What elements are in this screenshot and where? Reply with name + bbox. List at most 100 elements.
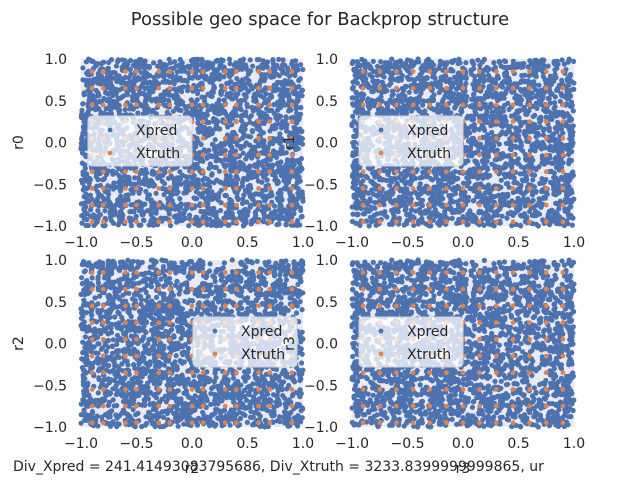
xpred-point bbox=[285, 179, 291, 185]
xtruth-point bbox=[100, 219, 106, 225]
xpred-point bbox=[417, 181, 423, 187]
xpred-point bbox=[216, 168, 222, 174]
xpred-point bbox=[420, 75, 426, 81]
xpred-point bbox=[165, 196, 171, 203]
xtruth-point bbox=[189, 202, 195, 208]
xpred-point bbox=[349, 204, 355, 210]
xpred-point bbox=[127, 67, 133, 73]
xpred-point bbox=[82, 165, 88, 171]
xpred-point bbox=[353, 128, 359, 134]
xpred-point bbox=[143, 188, 149, 194]
xpred-point bbox=[271, 148, 277, 154]
xpred-point bbox=[105, 105, 111, 111]
xpred-point bbox=[189, 62, 196, 68]
xpred-point bbox=[542, 161, 548, 167]
xpred-point bbox=[282, 90, 288, 96]
xtruth-point bbox=[167, 186, 173, 191]
xpred-point bbox=[501, 58, 507, 64]
xpred-point bbox=[555, 145, 562, 151]
xpred-point bbox=[88, 207, 94, 213]
legend-marker bbox=[107, 127, 113, 133]
xpred-point bbox=[520, 148, 526, 154]
xpred-point bbox=[389, 56, 395, 62]
xpred-point bbox=[255, 206, 261, 212]
xpred-point bbox=[202, 211, 208, 217]
xpred-point bbox=[269, 192, 275, 198]
xpred-point bbox=[230, 214, 236, 220]
xtruth-point bbox=[89, 69, 95, 74]
xpred-point bbox=[261, 209, 267, 216]
legend-entry: Xtruth bbox=[136, 146, 180, 162]
xtruth-point bbox=[267, 202, 273, 208]
xpred-point bbox=[114, 103, 121, 109]
xpred-point bbox=[383, 65, 389, 72]
xpred-point bbox=[95, 189, 101, 195]
xtruth-point bbox=[200, 186, 206, 191]
xtruth-point bbox=[200, 85, 206, 91]
xpred-point bbox=[538, 90, 544, 97]
xpred-point bbox=[492, 93, 498, 99]
xpred-point bbox=[230, 112, 236, 118]
xpred-point bbox=[153, 190, 159, 196]
xpred-point bbox=[171, 214, 177, 220]
xpred-point bbox=[499, 213, 505, 219]
xpred-point bbox=[110, 93, 116, 99]
xtruth-point bbox=[134, 219, 139, 225]
xpred-point bbox=[162, 78, 168, 84]
xpred-point bbox=[128, 223, 134, 229]
xpred-point bbox=[294, 110, 300, 116]
xpred-point bbox=[234, 142, 241, 148]
xpred-point bbox=[273, 154, 280, 160]
xpred-point bbox=[186, 223, 192, 229]
xpred-point bbox=[354, 80, 360, 86]
xpred-point bbox=[94, 172, 100, 178]
xpred-point bbox=[271, 102, 277, 108]
xtruth-point bbox=[167, 202, 173, 208]
xpred-point bbox=[367, 196, 373, 202]
xpred-point bbox=[206, 147, 212, 153]
xpred-point bbox=[404, 219, 410, 225]
xpred-point bbox=[252, 191, 258, 197]
xtruth-point bbox=[200, 152, 206, 158]
xpred-point bbox=[463, 125, 469, 131]
xpred-point bbox=[364, 175, 370, 181]
xpred-point bbox=[259, 62, 265, 68]
xpred-point bbox=[180, 84, 187, 90]
xpred-point bbox=[276, 56, 282, 63]
xpred-point bbox=[270, 58, 276, 64]
xpred-point bbox=[174, 190, 180, 196]
xpred-point bbox=[448, 197, 454, 203]
xpred-point bbox=[272, 203, 278, 209]
xpred-point bbox=[147, 96, 153, 102]
xpred-point bbox=[285, 65, 291, 71]
xpred-point bbox=[101, 196, 107, 202]
xpred-point bbox=[248, 84, 255, 90]
xtruth-point bbox=[256, 69, 261, 74]
xpred-point bbox=[385, 170, 391, 176]
xpred-point bbox=[280, 57, 286, 63]
xpred-point bbox=[238, 213, 244, 219]
xpred-point bbox=[243, 217, 249, 223]
figure-title: Possible geo space for Backprop structur… bbox=[131, 9, 509, 30]
xpred-point bbox=[375, 193, 381, 199]
xtruth-point bbox=[200, 102, 206, 108]
xpred-point bbox=[181, 190, 187, 196]
xtruth-point bbox=[256, 169, 261, 175]
xpred-point bbox=[295, 128, 302, 134]
xpred-point bbox=[488, 123, 494, 129]
xpred-point bbox=[409, 108, 415, 114]
xpred-point bbox=[211, 205, 217, 211]
xpred-point bbox=[533, 134, 539, 140]
xpred-point bbox=[294, 120, 300, 126]
xtruth-point bbox=[189, 85, 195, 91]
xpred-point bbox=[278, 104, 284, 110]
xpred-point bbox=[278, 214, 284, 220]
xpred-point bbox=[415, 105, 421, 112]
xpred-point bbox=[247, 182, 253, 188]
xpred-point bbox=[474, 194, 480, 200]
xpred-point bbox=[481, 222, 487, 228]
xpred-point bbox=[426, 214, 432, 221]
xpred-point bbox=[548, 168, 554, 174]
xpred-point bbox=[161, 181, 168, 187]
xpred-point bbox=[135, 75, 141, 81]
